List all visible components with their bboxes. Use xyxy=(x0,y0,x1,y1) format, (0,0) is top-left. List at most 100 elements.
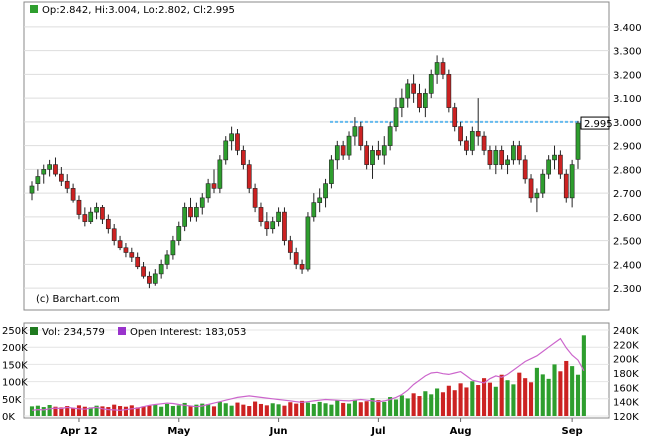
volume-bar xyxy=(41,407,46,416)
volume-tick-label: 250K xyxy=(2,326,28,337)
volume-bar xyxy=(194,404,199,416)
candle-body xyxy=(481,135,487,151)
volume-bar xyxy=(311,403,316,416)
last-price-tag-text: 2.995 xyxy=(584,119,613,130)
candle-body xyxy=(569,164,575,199)
x-tick-label: Sep xyxy=(562,426,583,437)
volume-bar xyxy=(517,372,522,416)
volume-bar xyxy=(482,378,487,416)
volume-bar xyxy=(29,406,35,416)
candle-body xyxy=(135,256,141,268)
candle-body xyxy=(405,83,411,99)
volume-bar xyxy=(523,378,528,416)
volume-bar xyxy=(294,403,299,416)
candle-body xyxy=(76,199,82,215)
candle-body xyxy=(528,178,534,199)
candle-body xyxy=(82,214,88,222)
candle-body xyxy=(241,150,246,165)
volume-bar xyxy=(235,402,240,416)
ohlc-legend-swatch xyxy=(30,5,38,13)
price-tick-label: 2.800 xyxy=(613,165,642,176)
volume-bar xyxy=(575,374,581,416)
candle-body xyxy=(258,207,264,222)
price-y-axis: 3.400 3.300 3.200 3.100 3.000 2.900 2.800 2.700… xyxy=(613,23,642,295)
volume-left-axis: 250K 200K 150K 100K 50K 0K xyxy=(2,326,28,423)
open-interest-tick-label: 220K xyxy=(613,340,639,351)
candle-body xyxy=(129,252,135,258)
volume-series xyxy=(29,335,586,416)
candlestick-series xyxy=(29,55,581,289)
volume-bar xyxy=(399,395,404,416)
candle-body xyxy=(252,188,258,208)
volume-bar xyxy=(317,401,322,416)
candle-body xyxy=(188,207,193,218)
candle-body xyxy=(276,211,281,222)
candle-body xyxy=(105,218,111,230)
volume-bar xyxy=(53,406,58,416)
volume-bar xyxy=(247,406,252,416)
volume-bar xyxy=(176,405,181,416)
volume-bar xyxy=(581,335,586,416)
volume-tick-label: 0K xyxy=(2,412,15,423)
candle-body xyxy=(522,159,528,180)
volume-legend: Vol: 234,579 Open Interest: 183,053 xyxy=(30,327,246,338)
open-interest-tick-label: 200K xyxy=(613,355,639,366)
candle-body xyxy=(546,159,552,175)
candle-body xyxy=(493,150,499,165)
candle-body xyxy=(264,221,270,230)
volume-bar xyxy=(159,406,164,416)
candle-body xyxy=(211,183,217,189)
volume-tick-label: 50K xyxy=(2,395,22,406)
candle-body xyxy=(563,173,569,199)
candle-body xyxy=(469,131,475,151)
last-price-tag-bg xyxy=(580,116,610,130)
volume-bar xyxy=(170,406,175,416)
volume-bar xyxy=(470,381,475,416)
volume-bar xyxy=(388,397,393,416)
volume-bar xyxy=(329,404,334,416)
candle-body xyxy=(499,150,505,165)
price-tick-label: 2.700 xyxy=(613,189,642,200)
volume-bar xyxy=(82,406,87,416)
volume-bar xyxy=(364,401,369,416)
volume-bar xyxy=(423,391,428,416)
volume-bar xyxy=(487,382,492,416)
candle-body xyxy=(370,150,375,165)
candle-body xyxy=(440,62,446,75)
candle-body xyxy=(100,207,105,220)
candle-body xyxy=(29,185,35,194)
last-price-tag: 2.995 xyxy=(580,116,613,130)
price-tick-label: 3.100 xyxy=(613,94,642,105)
candle-body xyxy=(94,207,99,213)
candle-body xyxy=(246,164,252,189)
volume-bar xyxy=(552,364,557,416)
volume-bar xyxy=(288,402,293,416)
volume-bar xyxy=(476,385,481,416)
volume-bar xyxy=(217,401,222,416)
volume-bar xyxy=(141,406,146,416)
watermark: (c) Barchart.com xyxy=(36,294,120,305)
candle-body xyxy=(170,240,176,256)
candle-body xyxy=(41,169,47,175)
volume-legend-swatch xyxy=(30,327,38,335)
candle-body xyxy=(387,126,393,146)
candle-body xyxy=(141,266,146,277)
open-interest-legend-swatch xyxy=(118,327,126,335)
volume-bar xyxy=(253,401,258,416)
candle-body xyxy=(487,150,493,165)
volume-bar xyxy=(458,383,463,416)
volume-bar xyxy=(493,386,498,416)
volume-bar xyxy=(35,405,40,416)
x-tick-label: May xyxy=(167,426,190,437)
volume-bar xyxy=(241,404,246,416)
candle-body xyxy=(317,197,323,203)
candle-body xyxy=(352,126,358,137)
volume-bar xyxy=(76,405,82,416)
volume-bar xyxy=(305,402,310,416)
volume-tick-label: 200K xyxy=(2,343,28,354)
volume-bar xyxy=(200,403,205,416)
candle-body xyxy=(58,173,64,182)
candle-body xyxy=(287,240,293,253)
candle-body xyxy=(311,202,317,218)
